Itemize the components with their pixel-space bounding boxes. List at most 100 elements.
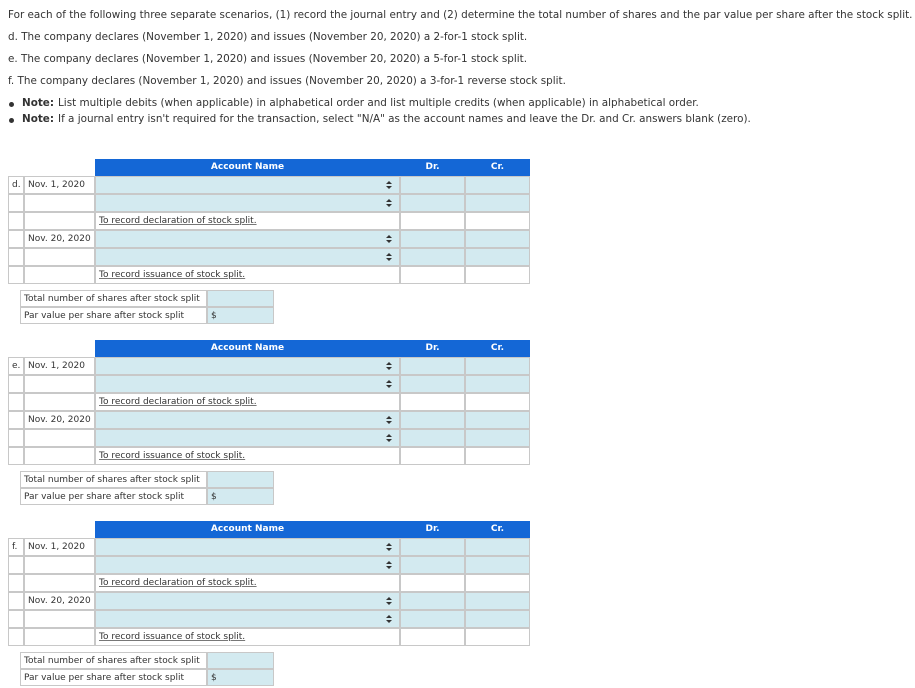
shares-label: Total number of shares after stock split <box>20 471 207 488</box>
note-label: Note: <box>22 97 55 109</box>
credit-input[interactable] <box>465 538 530 556</box>
header-dr: Dr. <box>400 159 465 176</box>
account-select[interactable] <box>95 248 400 266</box>
row-label <box>8 447 24 465</box>
debit-empty <box>400 212 465 230</box>
header-account: Account Name <box>95 159 400 176</box>
date-cell <box>24 248 95 266</box>
debit-input[interactable] <box>400 230 465 248</box>
shares-label: Total number of shares after stock split <box>20 290 207 307</box>
account-select[interactable] <box>95 538 400 556</box>
debit-input[interactable] <box>400 194 465 212</box>
par-input[interactable]: $ <box>207 669 274 686</box>
date-cell: Nov. 1, 2020 <box>24 538 95 556</box>
shares-input[interactable] <box>207 652 274 669</box>
header-cr: Cr. <box>465 340 530 357</box>
debit-input[interactable] <box>400 357 465 375</box>
debit-input[interactable] <box>400 248 465 266</box>
account-select[interactable] <box>95 592 400 610</box>
row-label: d. <box>8 176 24 194</box>
memo-text: To record issuance of stock split. <box>95 266 400 284</box>
scenario: d. The company declares (November 1, 202… <box>8 31 528 43</box>
date-cell <box>24 194 95 212</box>
memo-text: To record issuance of stock split. <box>95 447 400 465</box>
debit-input[interactable] <box>400 176 465 194</box>
date-cell <box>24 429 95 447</box>
memo-text: To record declaration of stock split. <box>95 574 400 592</box>
credit-input[interactable] <box>465 411 530 429</box>
debit-input[interactable] <box>400 556 465 574</box>
date-cell <box>24 447 95 465</box>
date-cell: Nov. 1, 2020 <box>24 176 95 194</box>
debit-empty <box>400 393 465 411</box>
date-cell: Nov. 20, 2020 <box>24 411 95 429</box>
debit-input[interactable] <box>400 592 465 610</box>
credit-empty <box>465 628 530 646</box>
credit-input[interactable] <box>465 248 530 266</box>
scenario: e. The company declares (November 1, 202… <box>8 53 528 65</box>
debit-input[interactable] <box>400 429 465 447</box>
account-select[interactable] <box>95 230 400 248</box>
row-label <box>8 592 24 610</box>
credit-input[interactable] <box>465 592 530 610</box>
par-input[interactable]: $ <box>207 488 274 505</box>
credit-empty <box>465 447 530 465</box>
memo-text: To record declaration of stock split. <box>95 393 400 411</box>
note-label: Note: <box>22 113 55 125</box>
note-text: List multiple debits (when applicable) i… <box>58 97 699 109</box>
header-spacer <box>370 159 400 176</box>
debit-empty <box>400 628 465 646</box>
date-cell <box>24 628 95 646</box>
row-label <box>8 248 24 266</box>
debit-input[interactable] <box>400 538 465 556</box>
debit-input[interactable] <box>400 411 465 429</box>
header-dr: Dr. <box>400 340 465 357</box>
credit-input[interactable] <box>465 375 530 393</box>
account-select[interactable] <box>95 556 400 574</box>
shares-input[interactable] <box>207 471 274 488</box>
account-select[interactable] <box>95 411 400 429</box>
account-select[interactable] <box>95 610 400 628</box>
par-label: Par value per share after stock split <box>20 488 207 505</box>
par-input[interactable]: $ <box>207 307 274 324</box>
credit-input[interactable] <box>465 357 530 375</box>
account-select[interactable] <box>95 194 400 212</box>
account-select[interactable] <box>95 357 400 375</box>
row-label <box>8 574 24 592</box>
credit-empty <box>465 266 530 284</box>
header-account: Account Name <box>95 340 400 357</box>
scenario: f. The company declares (November 1, 202… <box>8 75 566 87</box>
credit-input[interactable] <box>465 176 530 194</box>
memo-text: To record declaration of stock split. <box>95 212 400 230</box>
note-text: If a journal entry isn't required for th… <box>58 113 751 125</box>
date-cell <box>24 574 95 592</box>
shares-label: Total number of shares after stock split <box>20 652 207 669</box>
debit-input[interactable] <box>400 610 465 628</box>
account-select[interactable] <box>95 176 400 194</box>
header-cr: Cr. <box>465 159 530 176</box>
credit-input[interactable] <box>465 194 530 212</box>
row-label <box>8 375 24 393</box>
account-select[interactable] <box>95 429 400 447</box>
memo-text: To record issuance of stock split. <box>95 628 400 646</box>
header-spacer <box>370 521 400 538</box>
header-account: Account Name <box>95 521 400 538</box>
row-label: e. <box>8 357 24 375</box>
debit-empty <box>400 574 465 592</box>
row-label: f. <box>8 538 24 556</box>
credit-input[interactable] <box>465 429 530 447</box>
debit-input[interactable] <box>400 375 465 393</box>
row-label <box>8 628 24 646</box>
credit-input[interactable] <box>465 610 530 628</box>
date-cell <box>24 610 95 628</box>
row-label <box>8 230 24 248</box>
date-cell <box>24 375 95 393</box>
row-label <box>8 411 24 429</box>
par-label: Par value per share after stock split <box>20 307 207 324</box>
row-label <box>8 556 24 574</box>
credit-input[interactable] <box>465 556 530 574</box>
credit-input[interactable] <box>465 230 530 248</box>
date-cell: Nov. 1, 2020 <box>24 357 95 375</box>
account-select[interactable] <box>95 375 400 393</box>
shares-input[interactable] <box>207 290 274 307</box>
